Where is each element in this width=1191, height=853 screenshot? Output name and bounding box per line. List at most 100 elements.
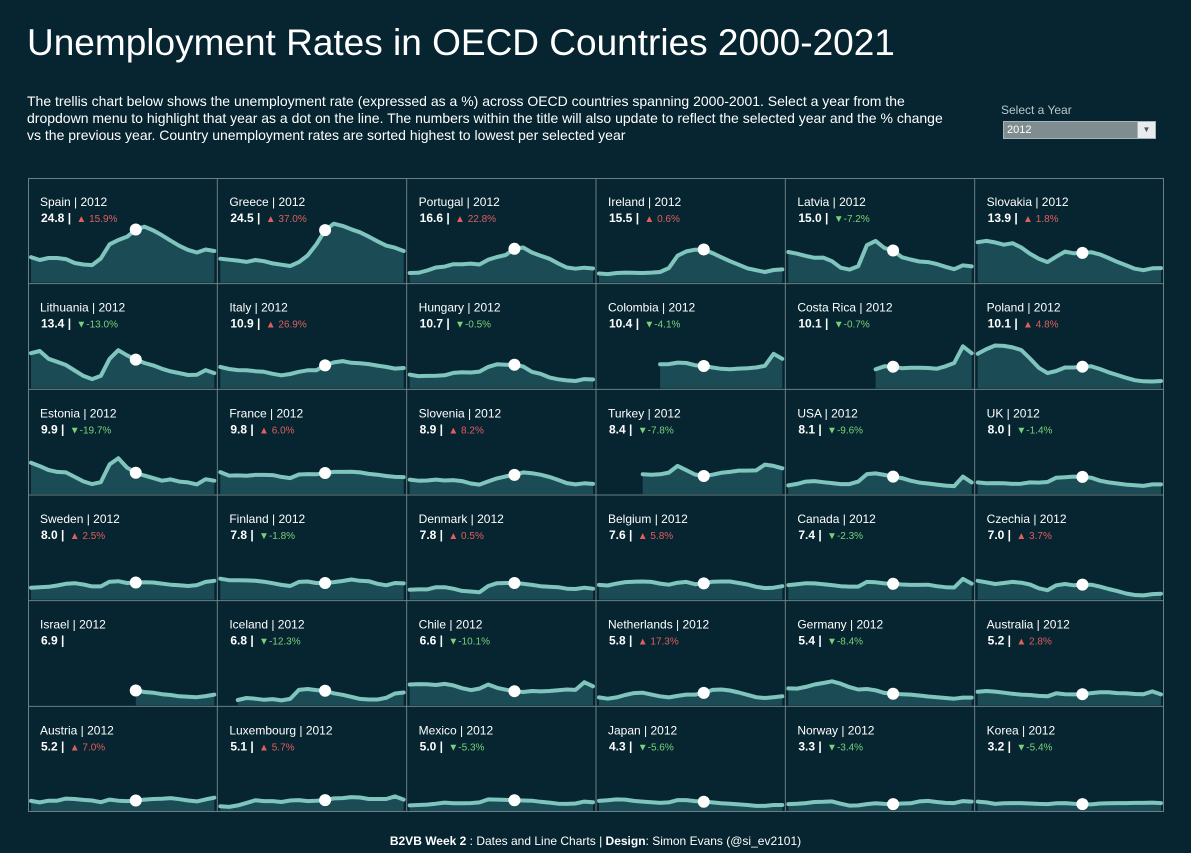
selected-year-dot: [319, 576, 332, 589]
series-line: [786, 471, 974, 489]
selected-year-dot: [697, 470, 710, 482]
panel-title: Netherlands | 2012: [608, 618, 710, 632]
panel-change: ▼-7.8%: [638, 425, 674, 436]
panel-norway: Norway | 2012 3.3 | ▼-3.4%: [786, 723, 974, 811]
panel-title: Czechia | 2012: [987, 512, 1067, 526]
panel-rate: 24.8 |: [41, 211, 74, 225]
panel-title: Denmark | 2012: [419, 512, 504, 526]
panel-title: Turkey | 2012: [608, 406, 681, 420]
selected-year-dot: [887, 577, 900, 590]
panel-change: ▲ 2.5%: [70, 531, 106, 542]
series-line: [407, 581, 595, 595]
series-line: [29, 456, 217, 487]
panel-title: Latvia | 2012: [797, 195, 866, 209]
panel-rate: 9.8 |: [230, 422, 257, 436]
panel-rate: 5.0 |: [420, 739, 447, 753]
panel-rate: 7.6 |: [609, 528, 636, 542]
series-area: [31, 226, 215, 283]
panel-change: ▼-1.4%: [1016, 425, 1052, 436]
year-dropdown[interactable]: 2012 ▼: [1003, 121, 1156, 139]
panel-title: Greece | 2012: [229, 195, 305, 209]
selected-year-dot: [508, 576, 521, 589]
selected-year-dot: [1076, 578, 1089, 591]
panel-rate: 6.8 |: [230, 634, 257, 648]
series-line: [597, 579, 785, 591]
panel-chile: Chile | 2012 6.6 | ▼-10.1%: [407, 618, 595, 706]
series-line: [218, 794, 406, 809]
panel-change: ▼-0.5%: [455, 320, 491, 331]
panel-title: France | 2012: [229, 406, 303, 420]
panel-subtitle: 8.1 | ▼-9.6%: [798, 422, 863, 436]
panel-change: ▼-4.1%: [644, 320, 680, 331]
panel-title: Korea | 2012: [987, 723, 1056, 737]
panel-subtitle: 7.4 | ▼-2.3%: [798, 528, 863, 542]
selected-year-dot: [697, 577, 710, 590]
panel-subtitle: 3.2 | ▼-5.4%: [988, 739, 1053, 753]
panel-change: ▼-2.3%: [827, 531, 863, 542]
panel-change: ▲ 4.8%: [1023, 320, 1059, 331]
series-line: [29, 795, 217, 805]
panel-change: ▼-0.7%: [834, 320, 870, 331]
panel-germany: Germany | 2012 5.4 | ▼-8.4%: [786, 618, 974, 706]
panel-rate: 7.8 |: [420, 528, 447, 542]
series-line: [29, 578, 217, 590]
series-area: [409, 364, 593, 389]
selected-year-dot: [887, 360, 900, 373]
panel-subtitle: 10.4 | ▼-4.1%: [609, 317, 681, 331]
panel-subtitle: 5.2 | ▲ 7.0%: [41, 739, 105, 753]
panel-change: ▼-5.6%: [638, 742, 674, 753]
panel-usa: USA | 2012 8.1 | ▼-9.6%: [786, 406, 974, 494]
panel-colombia: Colombia | 2012 10.4 | ▼-4.1%: [608, 301, 785, 389]
panel-subtitle: 5.0 | ▼-5.3%: [420, 739, 485, 753]
series-line: [658, 351, 785, 372]
panel-title: Ireland | 2012: [608, 195, 681, 209]
selected-year-dot: [319, 467, 332, 479]
panel-rate: 15.0 |: [798, 211, 831, 225]
series-area: [788, 578, 972, 600]
series-area: [875, 346, 972, 389]
selected-year-dot: [887, 470, 900, 483]
page-title: Unemployment Rates in OECD Countries 200…: [27, 22, 895, 63]
panel-subtitle: 13.4 | ▼-13.0%: [41, 317, 118, 331]
series-area: [977, 345, 1161, 389]
panel-subtitle: 10.7 | ▼-0.5%: [420, 317, 492, 331]
footer-author: : Simon Evans (@si_ev2101): [645, 834, 802, 848]
series-line: [975, 343, 1163, 384]
panel-lithuania: Lithuania | 2012 13.4 | ▼-13.0%: [29, 301, 217, 389]
panel-change: ▲ 6.0%: [259, 425, 295, 436]
panel-change: ▲ 5.7%: [259, 742, 295, 753]
panel-france: France | 2012 9.8 | ▲ 6.0%: [218, 406, 406, 494]
panel-change: ▲ 8.2%: [448, 425, 484, 436]
series-line: [29, 348, 217, 382]
panel-subtitle: 8.4 | ▼-7.8%: [609, 422, 674, 436]
panel-greece: Greece | 2012 24.5 | ▲ 37.0%: [218, 195, 406, 283]
panel-change: ▼-9.6%: [827, 425, 863, 436]
panel-rate: 10.4 |: [609, 317, 642, 331]
panel-subtitle: 16.6 | ▲ 22.8%: [420, 211, 497, 225]
series-line: [407, 245, 595, 275]
panel-uk: UK | 2012 8.0 | ▼-1.4%: [975, 406, 1163, 494]
selected-year-dot: [1076, 360, 1089, 373]
panel-korea: Korea | 2012 3.2 | ▼-5.4%: [975, 723, 1163, 811]
panel-title: Slovenia | 2012: [419, 406, 502, 420]
panel-turkey: Turkey | 2012 8.4 | ▼-7.8%: [608, 406, 785, 494]
panel-poland: Poland | 2012 10.1 | ▲ 4.8%: [975, 301, 1163, 389]
panel-rate: 5.8 |: [609, 634, 636, 648]
year-dropdown-value: 2012: [1007, 124, 1032, 136]
panel-title: Slovakia | 2012: [987, 195, 1069, 209]
footer-topic: : Dates and Line Charts |: [466, 834, 606, 848]
panel-title: Portugal | 2012: [419, 195, 501, 209]
panel-change: ▼-7.2%: [834, 214, 870, 225]
series-line: [786, 576, 974, 590]
series-area: [31, 350, 215, 389]
panel-canada: Canada | 2012 7.4 | ▼-2.3%: [786, 512, 974, 600]
chevron-down-icon[interactable]: ▼: [1137, 122, 1155, 138]
selected-year-dot: [1076, 688, 1089, 701]
panel-change: ▲ 2.8%: [1016, 637, 1052, 648]
series-line: [133, 688, 217, 700]
panel-title: Spain | 2012: [40, 195, 107, 209]
panel-change: ▼-12.3%: [259, 637, 301, 648]
panel-rate: 15.5 |: [609, 211, 642, 225]
panel-rate: 7.4 |: [798, 528, 825, 542]
panel-subtitle: 24.5 | ▲ 37.0%: [230, 211, 307, 225]
